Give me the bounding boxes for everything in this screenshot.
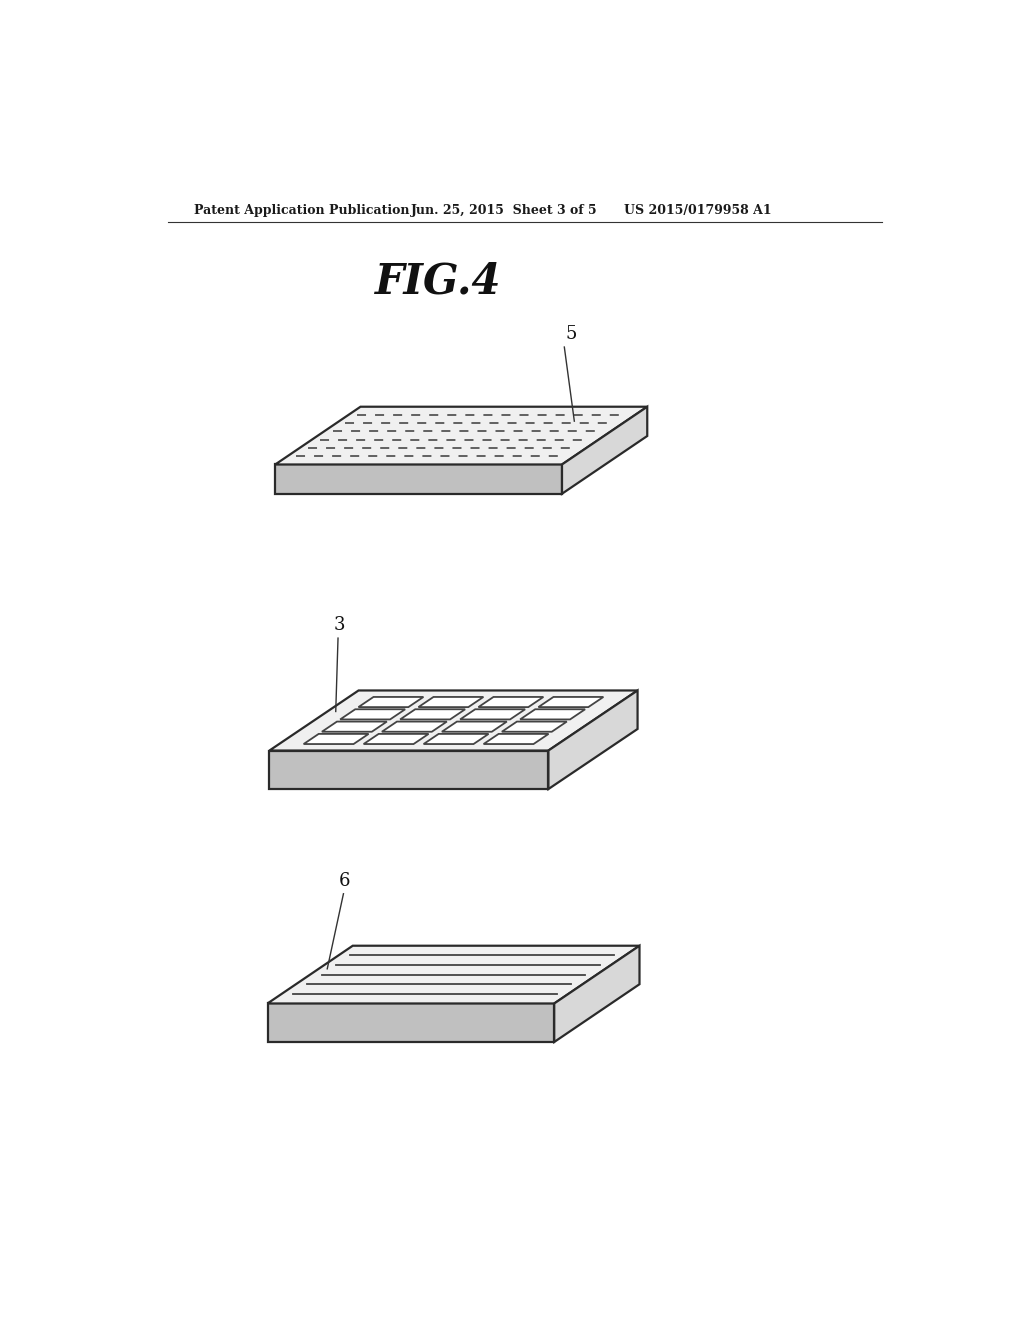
Polygon shape: [478, 697, 544, 708]
Text: 6: 6: [339, 873, 350, 890]
Polygon shape: [400, 709, 465, 719]
Polygon shape: [419, 697, 483, 708]
Polygon shape: [275, 407, 647, 465]
Polygon shape: [382, 722, 446, 731]
Polygon shape: [460, 709, 525, 719]
Polygon shape: [483, 734, 549, 744]
Text: Jun. 25, 2015  Sheet 3 of 5: Jun. 25, 2015 Sheet 3 of 5: [411, 205, 597, 218]
Polygon shape: [275, 465, 562, 494]
Polygon shape: [358, 697, 424, 708]
Polygon shape: [539, 697, 603, 708]
Text: 3: 3: [334, 616, 345, 635]
Text: 5: 5: [566, 325, 578, 343]
Polygon shape: [520, 709, 585, 719]
Polygon shape: [267, 1003, 554, 1041]
Text: Patent Application Publication: Patent Application Publication: [194, 205, 410, 218]
Text: FIG.4: FIG.4: [375, 260, 502, 302]
Polygon shape: [303, 734, 369, 744]
Text: US 2015/0179958 A1: US 2015/0179958 A1: [624, 205, 772, 218]
Polygon shape: [441, 722, 507, 731]
Polygon shape: [269, 690, 638, 751]
Polygon shape: [562, 407, 647, 494]
Polygon shape: [424, 734, 488, 744]
Polygon shape: [267, 945, 640, 1003]
Polygon shape: [269, 751, 549, 789]
Polygon shape: [554, 945, 640, 1041]
Polygon shape: [340, 709, 406, 719]
Polygon shape: [364, 734, 429, 744]
Polygon shape: [322, 722, 387, 731]
Polygon shape: [502, 722, 567, 731]
Polygon shape: [549, 690, 638, 789]
